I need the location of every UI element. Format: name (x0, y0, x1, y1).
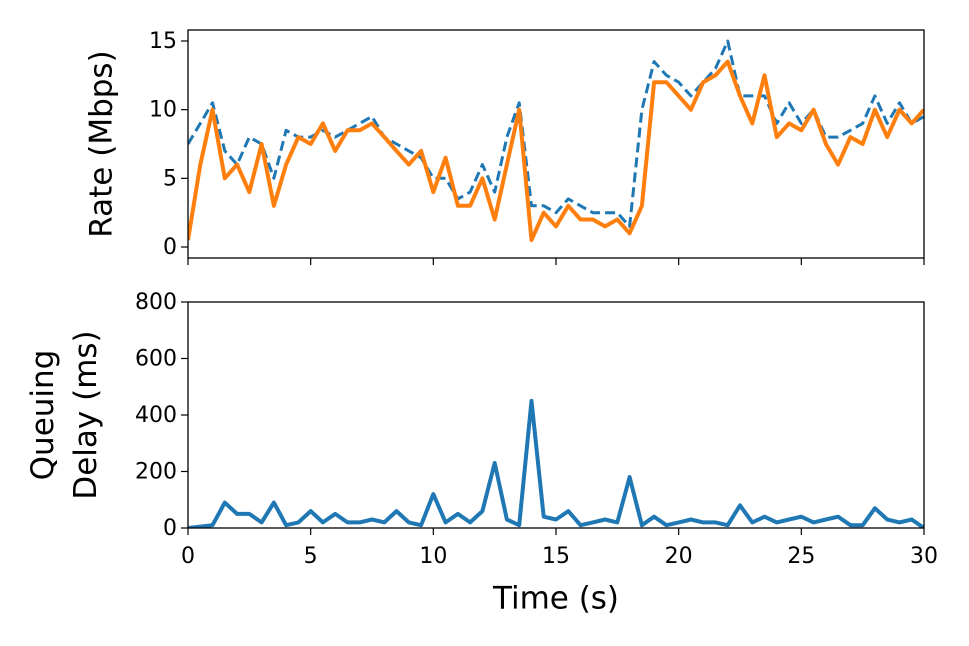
x-tick-label: 5 (304, 544, 318, 569)
series-line (188, 59, 924, 243)
series-line (188, 398, 924, 528)
y-axis-label: Rate (Mbps) (84, 50, 120, 237)
x-tick-label: 0 (181, 544, 195, 569)
y-tick-label: 600 (135, 347, 177, 372)
y-tick-label: 400 (135, 403, 177, 428)
y-tick-label: 200 (135, 460, 177, 485)
x-tick-label: 25 (787, 544, 815, 569)
y-tick-label: 15 (149, 29, 177, 54)
x-tick-label: 10 (419, 544, 447, 569)
y-tick-label: 0 (163, 516, 177, 541)
y-tick-label: 10 (149, 98, 177, 123)
x-tick-label: 30 (910, 544, 938, 569)
plot-frame (187, 29, 925, 259)
plot-frame (187, 301, 925, 529)
y-tick-label: 5 (163, 166, 177, 191)
series-line (188, 39, 924, 228)
y-tick-label: 0 (163, 235, 177, 260)
y-axis-label: Delay (ms) (68, 330, 104, 499)
x-tick-label: 20 (665, 544, 693, 569)
x-axis-label: Time (s) (492, 581, 619, 617)
y-axis-label: Queuing (25, 350, 61, 481)
y-tick-label: 800 (135, 290, 177, 315)
x-tick-label: 15 (542, 544, 570, 569)
